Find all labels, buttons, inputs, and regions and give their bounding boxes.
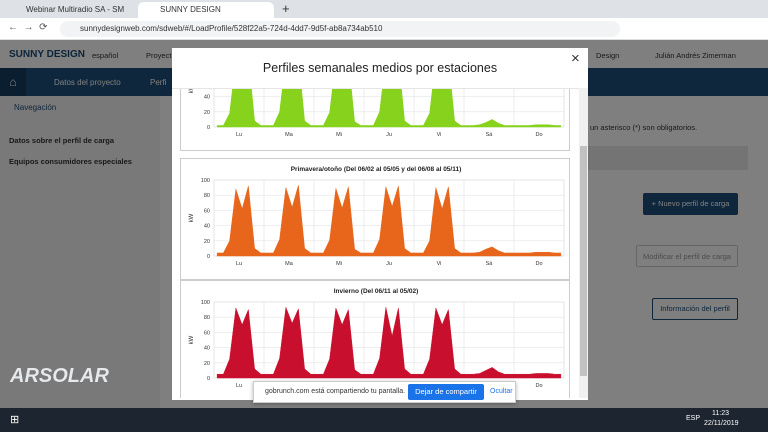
y-tick-label: 80 xyxy=(204,315,210,321)
chart: 020406080100LuMaMiJuViSáDokWInvierno (De… xyxy=(189,288,565,389)
tab-title: Webinar Multiradio SA - SM xyxy=(26,5,125,14)
y-tick-label: 0 xyxy=(207,376,210,382)
y-tick-label: 100 xyxy=(201,300,210,306)
y-tick-label: 40 xyxy=(204,95,210,101)
modal-body: 0 20 40 Lu Ma Mi Ju Vi Sá Do kW 0 20 40 60 80 100 Lu Ma Mi J… xyxy=(172,88,588,398)
tab-title: SUNNY DESIGN xyxy=(160,5,221,14)
x-tick-label: Ju xyxy=(386,132,392,138)
clock-date: 22/11/2019 xyxy=(704,420,739,427)
x-tick-label: Do xyxy=(535,383,542,389)
clock-time: 11:23 xyxy=(712,410,729,417)
y-tick-label: 20 xyxy=(204,361,210,367)
button[interactable]: Ocultar xyxy=(490,388,513,395)
nav-buttons[interactable]: ← → ⟳ xyxy=(8,22,48,33)
y-tick-label: 0 xyxy=(207,254,210,260)
x-tick-label: Ma xyxy=(285,132,294,138)
button[interactable]: Dejar de compartir xyxy=(408,384,484,400)
modal-title: Perfiles semanales medios por estaciones xyxy=(262,61,498,75)
chart-panel: 0 20 40 60 80 100 Lu Ma Mi Ju Vi Sá Do kW Primavera/ot… xyxy=(180,158,570,280)
tab[interactable]: SUNNY DESIGN xyxy=(138,2,274,18)
chart: 0 20 40 Lu Ma Mi Ju Vi Sá Do kW xyxy=(189,88,565,138)
x-tick-label: Ju xyxy=(386,261,392,267)
start-button[interactable]: ⊞ xyxy=(10,414,20,426)
chart: 0 20 40 60 80 100 Lu Ma Mi Ju Vi Sá Do kW Primavera/ot… xyxy=(189,166,565,267)
x-tick-label: Mi xyxy=(336,132,342,138)
logo-overlay: ARSOLAR xyxy=(10,365,109,387)
chart-title: Invierno (Del 06/11 al 05/02) xyxy=(334,288,419,295)
y-axis-label: kW xyxy=(189,88,195,93)
y-tick-label: 40 xyxy=(204,346,210,352)
y-tick-label: 40 xyxy=(204,224,210,230)
x-tick-label: Sá xyxy=(486,132,494,138)
x-tick-label: Do xyxy=(535,261,542,267)
y-axis-label: kW xyxy=(189,213,195,222)
tab[interactable]: Webinar Multiradio SA - SM xyxy=(4,2,136,18)
x-tick-label: Lu xyxy=(236,261,242,267)
share-text: gobrunch.com está compartiendo tu pantal… xyxy=(265,388,406,395)
chart-title: Primavera/otoño (Del 06/02 al 05/05 y de… xyxy=(291,166,462,173)
new-tab[interactable]: + xyxy=(282,1,290,16)
chart-panel: 0 20 40 Lu Ma Mi Ju Vi Sá Do kW xyxy=(180,88,570,151)
y-axis-label: kW xyxy=(189,335,195,344)
url: sunnydesignweb.com/sdweb/#/LoadProfile/5… xyxy=(80,24,383,33)
x-tick-label: Vi xyxy=(437,132,442,138)
y-tick-label: 0 xyxy=(207,125,210,131)
y-tick-label: 100 xyxy=(201,178,210,184)
x-tick-label: Lu xyxy=(236,132,242,138)
address-bar[interactable] xyxy=(60,21,620,37)
x-tick-label: Lu xyxy=(236,383,242,389)
x-tick-label: Sá xyxy=(486,261,494,267)
y-tick-label: 20 xyxy=(204,239,210,245)
x-tick-label: Mi xyxy=(336,261,342,267)
area xyxy=(216,89,562,128)
y-tick-label: 60 xyxy=(204,330,210,336)
taskbar xyxy=(0,408,768,432)
close-button[interactable]: × xyxy=(571,50,580,67)
y-tick-label: 80 xyxy=(204,193,210,199)
x-tick-label: Ma xyxy=(285,261,294,267)
scroll-thumb[interactable] xyxy=(580,146,587,376)
chart-panel: 020406080100LuMaMiJuViSáDokWInvierno (De… xyxy=(180,280,570,398)
x-tick-label: Vi xyxy=(437,261,442,267)
language: ESP xyxy=(686,415,701,422)
y-tick-label: 20 xyxy=(204,110,210,116)
x-tick-label: Do xyxy=(535,132,542,138)
y-tick-label: 60 xyxy=(204,208,210,214)
area xyxy=(216,307,562,379)
area xyxy=(216,185,562,257)
